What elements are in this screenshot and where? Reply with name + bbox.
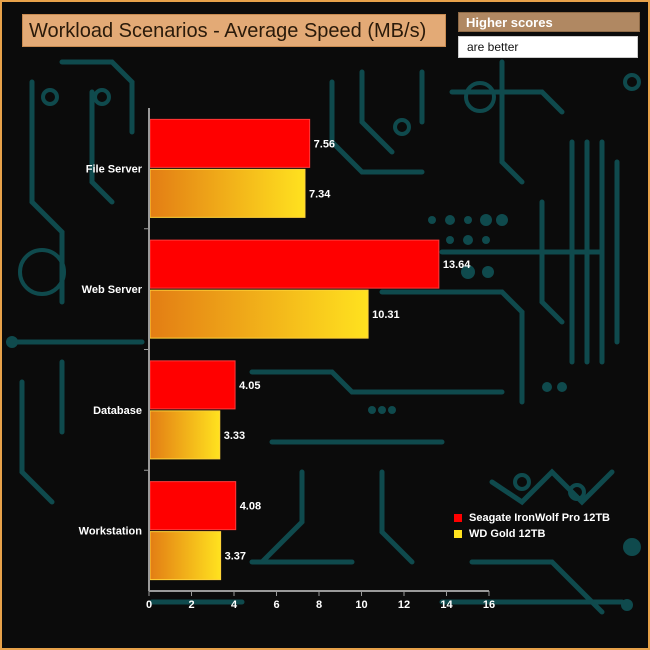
value-label-workstation-wd-gold-12tb: 3.37 [225,551,246,563]
legend: Seagate IronWolf Pro 12TB WD Gold 12TB [454,510,610,542]
chart-title-box: Workload Scenarios - Average Speed (MB/s… [22,14,446,47]
bar-workstation-seagate-ironwolf-pro-12tb [149,481,237,531]
value-label-database-seagate-ironwolf-pro-12tb: 4.05 [239,380,260,392]
are-better-text: are better [467,40,519,54]
bar-file-server-seagate-ironwolf-pro-12tb [149,118,311,168]
x-tick-label: 12 [398,599,410,611]
legend-item-wd-gold: WD Gold 12TB [454,526,610,541]
category-label-file-server: File Server [86,163,143,175]
legend-swatch-wd-gold [454,529,462,538]
legend-label-seagate: Seagate IronWolf Pro 12TB [469,511,610,524]
value-label-file-server-wd-gold-12tb: 7.34 [309,188,331,200]
x-tick-label: 2 [188,599,194,611]
category-label-database: Database [93,405,142,417]
bar-database-seagate-ironwolf-pro-12tb [149,360,236,410]
x-tick-label: 6 [273,599,279,611]
value-label-file-server-seagate-ironwolf-pro-12tb: 7.56 [314,138,335,150]
value-label-workstation-seagate-ironwolf-pro-12tb: 4.08 [240,501,261,513]
legend-item-seagate: Seagate IronWolf Pro 12TB [454,510,610,525]
x-tick-label: 8 [316,599,322,611]
value-label-web-server-wd-gold-12tb: 10.31 [372,309,400,321]
x-tick-label: 10 [355,599,367,611]
legend-label-wd-gold: WD Gold 12TB [469,527,546,540]
x-tick-label: 16 [483,599,495,611]
x-tick-label: 0 [146,599,152,611]
are-better-note: are better [458,36,638,58]
bar-web-server-seagate-ironwolf-pro-12tb [149,239,440,289]
legend-swatch-seagate [454,513,462,522]
higher-scores-text: Higher scores [466,15,553,30]
bar-web-server-wd-gold-12tb [149,289,369,339]
category-label-web-server: Web Server [82,284,143,296]
bar-file-server-wd-gold-12tb [149,168,306,218]
bar-workstation-wd-gold-12tb [149,531,222,581]
chart-title: Workload Scenarios - Average Speed (MB/s… [29,20,427,42]
x-tick-label: 14 [440,599,453,611]
category-label-workstation: Workstation [79,526,143,538]
x-tick-label: 4 [231,599,238,611]
value-label-database-wd-gold-12tb: 3.33 [224,430,245,442]
value-label-web-server-seagate-ironwolf-pro-12tb: 13.64 [443,259,471,271]
higher-scores-note: Higher scores [458,12,640,32]
bar-database-wd-gold-12tb [149,410,221,460]
